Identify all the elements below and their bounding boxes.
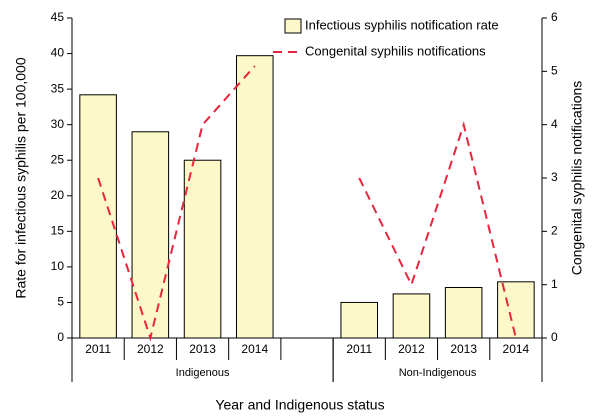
y2-tick-label: 2 bbox=[551, 224, 558, 238]
bar bbox=[183, 159, 222, 339]
y-tick-label: 25 bbox=[51, 152, 65, 166]
group-label: Indigenous bbox=[176, 367, 230, 379]
bar bbox=[497, 281, 535, 339]
group-label: Non-Indigenous bbox=[399, 367, 477, 379]
y2-tick-label: 0 bbox=[551, 330, 558, 344]
y-tick-label: 20 bbox=[51, 188, 65, 202]
x-tick-label: 2013 bbox=[189, 342, 216, 356]
x-tick-label: 2013 bbox=[450, 342, 477, 356]
y2-tick-label: 1 bbox=[551, 277, 558, 291]
y-axis-title: Rate for infectious syphilis per 100,000 bbox=[13, 57, 29, 298]
bar bbox=[131, 131, 170, 339]
y2-axis-title: Congenital syphilis notifications bbox=[569, 81, 585, 276]
bar bbox=[236, 55, 274, 339]
line bbox=[97, 65, 517, 342]
y2-tick-label: 5 bbox=[551, 64, 558, 78]
y2-tick-label: 3 bbox=[551, 170, 558, 184]
y-tick-label: 15 bbox=[51, 224, 65, 238]
y-tick-label: 10 bbox=[51, 259, 65, 273]
x-tick-label: 2011 bbox=[85, 342, 111, 356]
y-tick-label: 35 bbox=[51, 81, 65, 95]
y2-tick-label: 4 bbox=[551, 117, 558, 131]
legend-label: Infectious syphilis notification rate bbox=[305, 17, 499, 32]
bar bbox=[444, 287, 483, 339]
y2-tick-label: 6 bbox=[551, 10, 558, 24]
x-tick-label: 2014 bbox=[503, 342, 530, 356]
legend-swatch bbox=[284, 18, 302, 34]
bar bbox=[340, 301, 379, 339]
x-tick-label: 2012 bbox=[137, 342, 164, 356]
legend-label: Congenital syphilis notifications bbox=[305, 43, 486, 58]
y-tick-label: 45 bbox=[51, 10, 65, 24]
bar bbox=[79, 94, 117, 339]
bar bbox=[392, 293, 431, 339]
x-tick-label: 2011 bbox=[346, 342, 372, 356]
y-tick-label: 5 bbox=[57, 295, 64, 309]
y-tick-label: 40 bbox=[51, 46, 65, 60]
x-axis-title: Year and Indigenous status bbox=[215, 397, 384, 413]
y-tick-label: 0 bbox=[57, 330, 64, 344]
x-tick-label: 2012 bbox=[398, 342, 425, 356]
x-tick-label: 2014 bbox=[241, 342, 268, 356]
y-tick-label: 30 bbox=[51, 117, 65, 131]
